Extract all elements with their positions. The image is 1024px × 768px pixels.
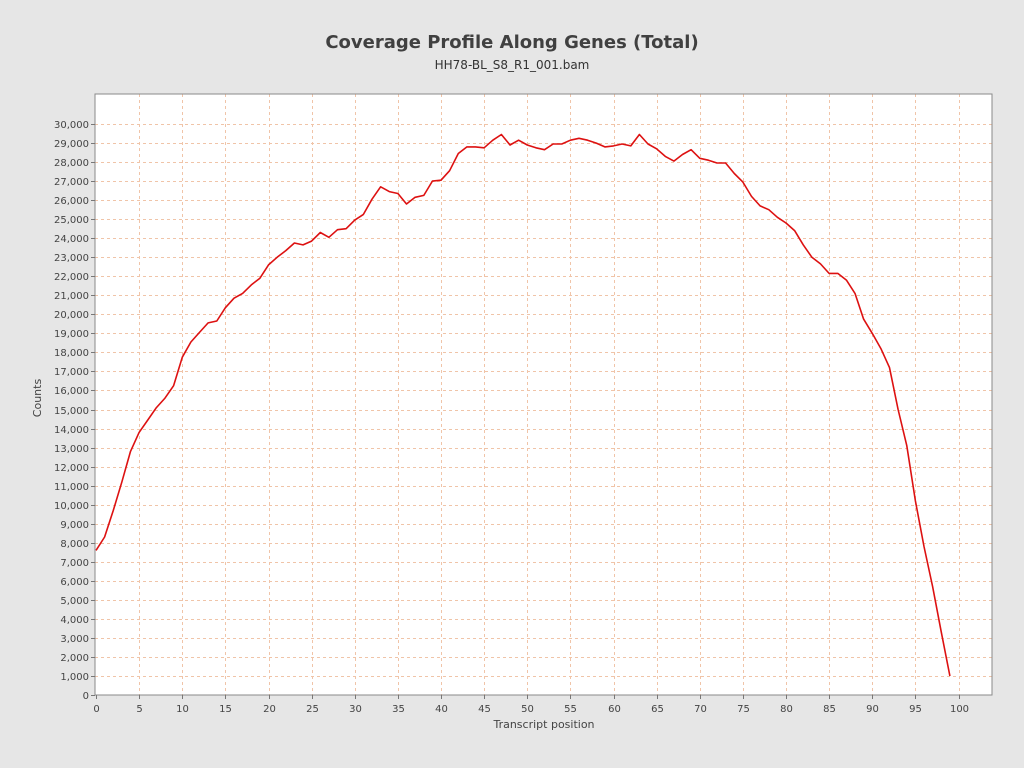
x-tick-label: 50: [521, 704, 534, 715]
x-tick-label: 75: [737, 704, 750, 715]
y-tick-label: 8,000: [60, 539, 89, 550]
grid: [95, 94, 992, 695]
axes: 0 1,000 2,000 3,000 4,000 5,000 6,000 7,000 8,00…: [54, 120, 969, 715]
y-tick-label: 2,000: [60, 653, 89, 664]
x-axis-label: Transcript position: [492, 718, 594, 731]
x-tick-label: 40: [435, 704, 448, 715]
x-tick-label: 95: [909, 704, 922, 715]
y-axis-label: Counts: [31, 379, 44, 418]
x-tick-label: 80: [780, 704, 793, 715]
x-tick-label: 30: [349, 704, 362, 715]
plot-border: [94, 93, 993, 696]
y-tick-label: 3,000: [60, 634, 89, 645]
x-tick-label: 35: [392, 704, 405, 715]
chart-title: Coverage Profile Along Genes (Total): [325, 32, 698, 53]
y-tick-label: 10,000: [54, 501, 89, 512]
x-tick-label: 5: [136, 704, 142, 715]
y-tick-label: 14,000: [54, 425, 89, 436]
coverage-series-line: [95, 133, 951, 677]
x-tick-label: 25: [306, 704, 319, 715]
y-tick-label: 29,000: [54, 139, 89, 150]
y-tick-label: 6,000: [60, 577, 89, 588]
y-tick-label: 19,000: [54, 329, 89, 340]
y-tick-label: 13,000: [54, 444, 89, 455]
x-tick-label: 45: [478, 704, 491, 715]
y-tick-label: 24,000: [54, 234, 89, 245]
y-tick-label: 20,000: [54, 310, 89, 321]
y-tick-label: 7,000: [60, 558, 89, 569]
x-tick-label: 90: [866, 704, 879, 715]
y-tick-label: 23,000: [54, 253, 89, 264]
x-tick-label: 85: [823, 704, 836, 715]
chart-subtitle: HH78-BL_S8_R1_001.bam: [435, 58, 590, 72]
y-tick-label: 4,000: [60, 615, 89, 626]
x-tick-label: 60: [608, 704, 621, 715]
y-tick-label: 1,000: [60, 672, 89, 683]
y-tick-label: 21,000: [54, 291, 89, 302]
y-tick-label: 22,000: [54, 272, 89, 283]
y-tick-label: 25,000: [54, 215, 89, 226]
y-tick-label: 30,000: [54, 120, 89, 131]
x-tick-label: 10: [176, 704, 189, 715]
x-tick-label: 0: [93, 704, 99, 715]
y-tick-label: 0: [83, 691, 89, 702]
y-tick-label: 16,000: [54, 386, 89, 397]
y-tick-label: 12,000: [54, 463, 89, 474]
y-tick-label: 11,000: [54, 482, 89, 493]
series-layer: [95, 133, 951, 677]
y-tick-label: 9,000: [60, 520, 89, 531]
x-tick-label: 20: [263, 704, 276, 715]
y-tick-label: 5,000: [60, 596, 89, 607]
x-tick-label: 70: [694, 704, 707, 715]
y-tick-label: 26,000: [54, 196, 89, 207]
y-tick-label: 18,000: [54, 348, 89, 359]
x-tick-label: 100: [950, 704, 969, 715]
y-tick-label: 17,000: [54, 367, 89, 378]
y-tick-label: 28,000: [54, 158, 89, 169]
plot-area: [95, 94, 992, 695]
y-tick-label: 27,000: [54, 177, 89, 188]
x-tick-label: 65: [651, 704, 664, 715]
x-tick-label: 15: [219, 704, 232, 715]
y-tick-label: 15,000: [54, 406, 89, 417]
x-tick-label: 55: [564, 704, 577, 715]
